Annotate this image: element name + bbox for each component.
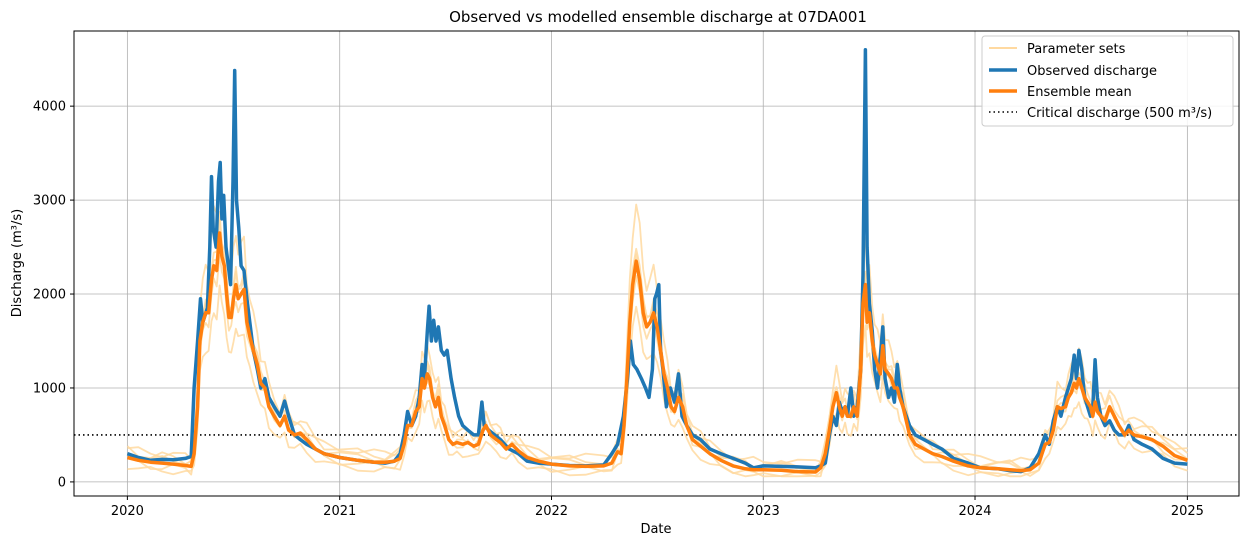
y-tick-label: 0 bbox=[58, 475, 66, 490]
x-tick-label: 2021 bbox=[323, 504, 356, 519]
x-tick-label: 2022 bbox=[535, 504, 568, 519]
parameter-set-line bbox=[127, 284, 1188, 478]
legend-label-parameter-sets: Parameter sets bbox=[1027, 42, 1126, 57]
series-lines bbox=[126, 48, 1189, 474]
legend-label-observed: Observed discharge bbox=[1027, 64, 1157, 79]
y-tick-label: 1000 bbox=[33, 381, 66, 396]
chart-title: Observed vs modelled ensemble discharge … bbox=[449, 8, 867, 26]
y-tick-label: 4000 bbox=[33, 100, 66, 115]
y-axis-label: Discharge (m³/s) bbox=[10, 209, 25, 317]
y-tick-label: 3000 bbox=[33, 194, 66, 209]
y-tick-label: 2000 bbox=[33, 288, 66, 303]
x-tick-label: 2020 bbox=[111, 504, 144, 519]
x-tick-label: 2023 bbox=[747, 504, 780, 519]
plot-frame bbox=[73, 30, 1240, 497]
x-axis-label: Date bbox=[640, 522, 671, 537]
legend: Parameter sets Observed discharge Ensemb… bbox=[981, 35, 1234, 127]
legend-label-critical: Critical discharge (500 m³/s) bbox=[1027, 106, 1212, 121]
x-tick-label: 2025 bbox=[1171, 504, 1204, 519]
legend-box bbox=[981, 35, 1234, 127]
ensemble-mean-line bbox=[126, 231, 1189, 474]
legend-label-ensemble-mean: Ensemble mean bbox=[1027, 85, 1132, 100]
x-tick-label: 2024 bbox=[958, 504, 991, 519]
y-axis-ticks: 0 1000 2000 3000 4000 bbox=[33, 100, 74, 490]
x-axis-ticks: 2020 2021 2022 2023 2024 2025 bbox=[111, 496, 1204, 519]
